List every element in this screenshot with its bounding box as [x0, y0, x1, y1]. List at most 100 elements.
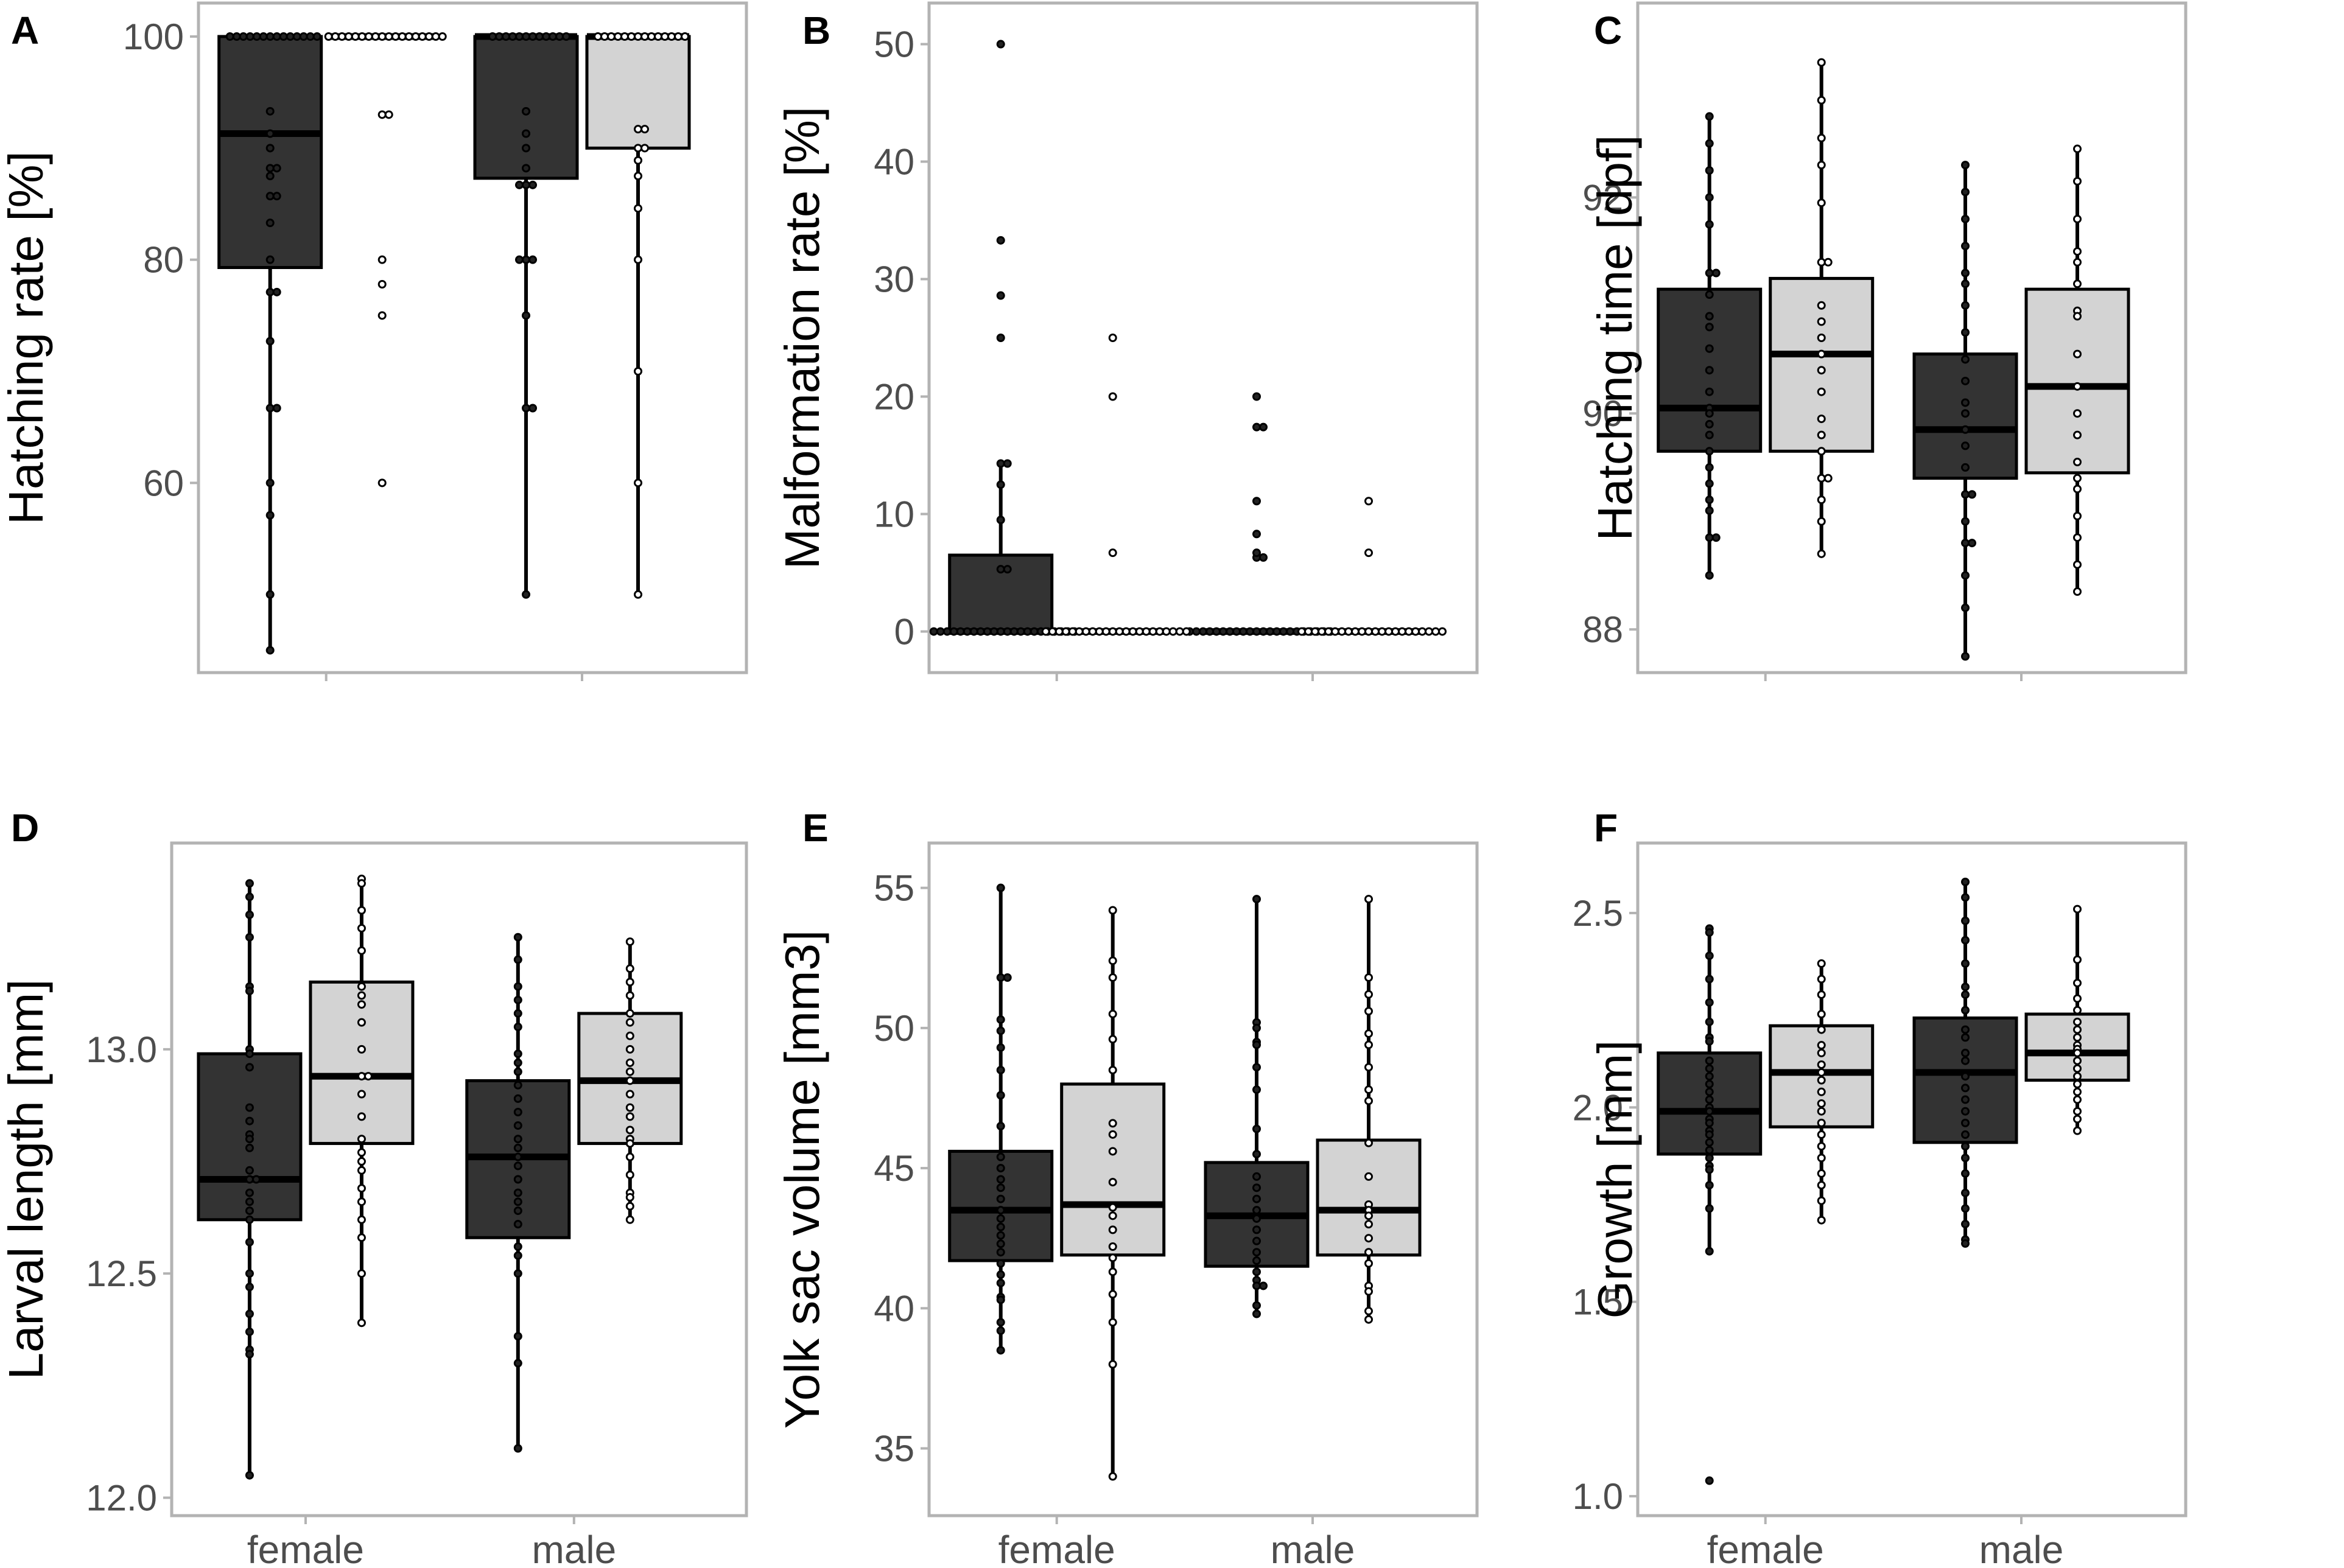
data-point [625, 964, 634, 973]
data-point [1817, 975, 1826, 984]
data-point [2073, 247, 2082, 256]
data-point [1364, 1029, 1373, 1038]
data-point [245, 1349, 254, 1359]
data-point [513, 1444, 522, 1453]
data-point [996, 1318, 1005, 1327]
data-point [620, 32, 629, 41]
data-point [1297, 627, 1306, 636]
data-point [2073, 312, 2082, 321]
data-point [1364, 1220, 1373, 1229]
data-point [357, 946, 366, 955]
data-point [1331, 627, 1339, 636]
y-tick-label: 2.5 [1573, 893, 1623, 934]
data-point [1364, 1315, 1373, 1324]
data-point [1081, 627, 1090, 636]
data-point [1705, 928, 1714, 937]
data-point [2073, 1087, 2082, 1096]
data-point [513, 1080, 522, 1090]
data-point [2073, 257, 2082, 267]
x-category-label: male [1979, 1528, 2064, 1568]
data-point [245, 910, 254, 919]
data-point [404, 32, 413, 41]
y-tick-label: 12.0 [86, 1478, 157, 1519]
box-dark-female [1657, 112, 1763, 580]
data-point [265, 32, 275, 41]
plot-frame [1636, 841, 2188, 1517]
data-point [1817, 161, 1826, 170]
data-point [996, 1270, 1005, 1279]
data-point [1252, 1309, 1261, 1318]
data-point [1817, 990, 1826, 999]
data-point [377, 110, 387, 119]
data-point [1705, 1165, 1714, 1174]
data-point [549, 32, 557, 41]
data-point [1705, 506, 1714, 515]
y-axis-title: Larval length [mm] [0, 979, 53, 1379]
data-point [1817, 1041, 1826, 1050]
data-point [942, 627, 952, 636]
data-point [625, 1067, 634, 1076]
data-point [996, 1295, 1005, 1304]
data-point [2073, 177, 2082, 186]
data-point [364, 32, 373, 41]
data-point [1817, 1107, 1826, 1116]
data-point [1259, 627, 1268, 636]
data-point [640, 144, 649, 153]
data-point [625, 1202, 634, 1211]
data-point [363, 1072, 373, 1081]
box-light-male [1316, 895, 1422, 1324]
data-point [1961, 1048, 1970, 1057]
x-category-label: female [998, 1528, 1115, 1568]
data-point [245, 1116, 254, 1125]
data-point [245, 1327, 254, 1336]
data-point [245, 1166, 254, 1175]
data-point [2073, 994, 2082, 1003]
data-point [357, 32, 367, 41]
data-point [1364, 627, 1373, 636]
data-point [1252, 392, 1261, 401]
data-point [1711, 268, 1721, 278]
data-point [1108, 1472, 1117, 1481]
data-point [265, 192, 275, 201]
data-point [1364, 1306, 1373, 1315]
data-point [1705, 1138, 1714, 1147]
data-point [996, 1326, 1005, 1335]
data-point [2073, 1048, 2082, 1057]
box-dark-male [1204, 895, 1310, 1318]
data-point [245, 32, 254, 41]
data-point [625, 991, 634, 1000]
y-tick-label: 40 [874, 142, 914, 183]
y-axis-title: Hatching time [dpf] [1588, 135, 1642, 541]
box-light-male [585, 32, 691, 599]
data-point [1054, 627, 1064, 636]
data-point [1364, 973, 1373, 982]
data-point [1108, 1130, 1117, 1139]
panel-e: E 35 40 45 50 55 Yolk sac volume [mm3] female ma… [775, 806, 1479, 1568]
data-point [2073, 349, 2082, 359]
y-tick-label: 50 [874, 1008, 914, 1049]
box-light-male [577, 937, 683, 1224]
data-point [989, 627, 998, 636]
panel-d: D 12.0 12.5 13.0 Larval length [mm] female mal… [0, 806, 748, 1568]
data-point [1961, 1083, 1970, 1093]
data-point [513, 1332, 522, 1341]
data-point [1961, 490, 1970, 499]
y-tick-label: 30 [874, 259, 914, 300]
data-point [1961, 1006, 1970, 1015]
data-point [2073, 978, 2082, 987]
data-point [2073, 1025, 2082, 1034]
data-point [1817, 1010, 1826, 1019]
y-tick-label: 12.5 [86, 1253, 157, 1294]
data-point [1252, 530, 1261, 539]
data-point [1418, 627, 1426, 636]
data-point [1705, 268, 1714, 278]
data-point [996, 1065, 1005, 1074]
data-point [1817, 1025, 1826, 1034]
data-point [661, 32, 669, 41]
data-point [625, 1152, 634, 1161]
data-point [1108, 392, 1117, 401]
data-point [1411, 627, 1420, 636]
data-point [1817, 366, 1826, 375]
data-point [265, 590, 275, 599]
data-point [1155, 627, 1164, 636]
